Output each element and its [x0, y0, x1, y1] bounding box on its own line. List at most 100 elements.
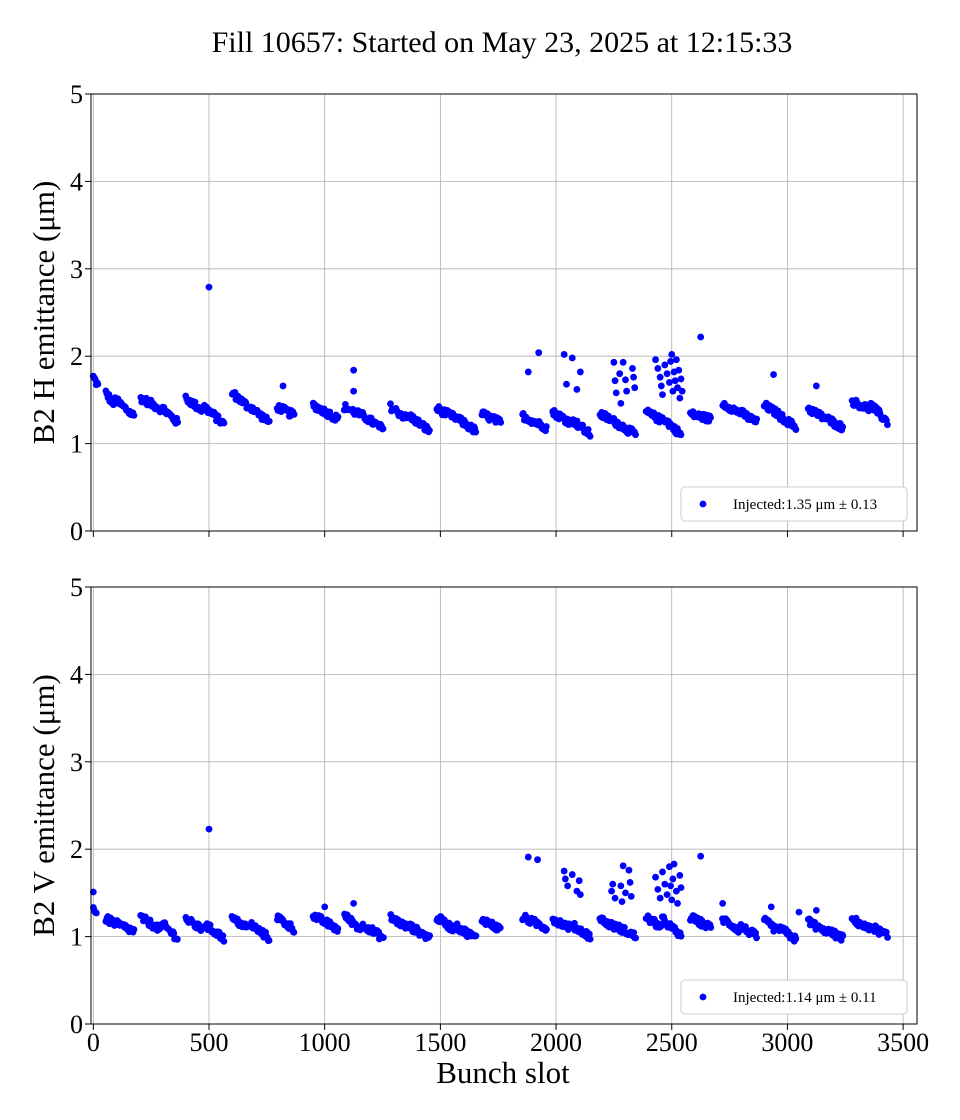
outlier-point: [575, 877, 583, 885]
outlier-point: [626, 879, 634, 886]
data-point: [206, 921, 214, 929]
outlier-point: [659, 391, 666, 399]
data-point: [584, 426, 592, 433]
data-point: [426, 932, 434, 940]
data-point: [94, 380, 102, 388]
outlier-point: [616, 370, 624, 378]
outlier-point: [627, 892, 635, 900]
outlier-point: [568, 871, 576, 878]
x-tick-label: 3500: [877, 1028, 929, 1057]
outlier-point: [678, 387, 686, 395]
data-point: [334, 925, 342, 932]
outlier-point: [629, 365, 636, 372]
axes-frame: [90, 93, 918, 532]
outlier-point: [279, 382, 287, 390]
y-axis-label: B2 V emittance (μm): [26, 674, 61, 937]
data-point: [173, 935, 181, 943]
data-point: [191, 398, 199, 406]
y-tick-label: 1: [70, 430, 83, 459]
data-point: [830, 417, 837, 425]
outlier-point: [697, 852, 705, 860]
data-point: [472, 428, 480, 436]
outlier-point: [350, 387, 358, 395]
x-tick-label: 1500: [414, 1028, 466, 1057]
y-tick-label: 3: [70, 255, 83, 284]
data-point: [630, 929, 638, 937]
outlier-point: [659, 868, 666, 876]
panel-v-emittance: 0 500 1000 1500 2000 2500 3000 3500 0 1 2 3 4 5 B2 V e…: [26, 573, 929, 1057]
outlier-point: [611, 894, 619, 902]
outlier-point: [524, 368, 532, 376]
outlier-point: [677, 375, 685, 383]
data-point: [707, 924, 715, 931]
outlier-point: [676, 394, 684, 402]
data-point: [573, 417, 581, 425]
outlier-point: [625, 866, 633, 874]
outlier-point: [560, 867, 568, 875]
outlier-point: [767, 903, 775, 911]
outlier-point: [672, 887, 680, 895]
outlier-point: [656, 373, 664, 381]
legend-marker: [699, 500, 707, 508]
outlier-point: [630, 373, 637, 381]
x-tick-label: 3000: [761, 1028, 813, 1057]
outlier-point: [524, 853, 532, 861]
outlier-point: [666, 379, 673, 386]
data-point: [130, 926, 138, 933]
data-point: [265, 417, 273, 425]
outlier-point: [617, 399, 625, 407]
outlier-point: [795, 908, 803, 916]
outlier-point: [677, 884, 685, 892]
y-tick-label: 2: [70, 342, 83, 371]
x-axis-label: Bunch slot: [436, 1055, 570, 1090]
data-point: [543, 926, 550, 933]
data-point: [290, 410, 298, 418]
data-point: [290, 929, 298, 936]
y-tick-label: 4: [70, 167, 83, 196]
outlier-point: [561, 875, 569, 883]
data-point: [571, 919, 578, 927]
data-point: [621, 923, 628, 931]
data-point: [379, 425, 387, 433]
data-point: [586, 935, 594, 943]
outlier-point: [205, 825, 213, 833]
outlier-point: [534, 856, 541, 864]
outlier-point: [610, 358, 618, 366]
outlier-point: [608, 887, 615, 895]
x-tick-label: 1000: [299, 1028, 351, 1057]
outlier-point: [652, 356, 659, 364]
y-axis-label: B2 H emittance (μm): [26, 181, 61, 445]
outlier-point: [564, 882, 572, 890]
outlier-point: [631, 384, 639, 392]
outlier-point: [697, 333, 705, 341]
figure-title: Fill 10657: Started on May 23, 2025 at 1…: [212, 26, 793, 59]
outlier-point: [663, 370, 671, 378]
outlier-point: [670, 860, 678, 868]
outlier-point: [672, 356, 680, 364]
data-point: [170, 929, 178, 937]
data-point: [542, 423, 550, 430]
data-point: [792, 935, 800, 943]
data-point: [586, 432, 594, 440]
legend-label: Injected:1.14 μm ± 0.11: [733, 990, 877, 1006]
outlier-point: [350, 899, 358, 907]
data-point: [839, 932, 847, 940]
outlier-point: [668, 351, 676, 358]
outlier-point: [563, 380, 570, 388]
data-point: [677, 932, 685, 940]
outlier-point: [719, 899, 727, 907]
y-tick-label: 2: [70, 835, 83, 864]
data-point: [497, 419, 505, 426]
legend-box: [680, 979, 908, 1015]
outlier-point: [770, 371, 777, 378]
y-tick-label: 5: [70, 573, 83, 602]
outlier-point: [676, 872, 684, 879]
x-tick-label: 500: [190, 1028, 229, 1057]
data-point: [753, 415, 761, 423]
data-point: [677, 431, 685, 439]
outlier-point: [89, 888, 97, 896]
outlier-point: [675, 366, 683, 374]
outlier-point: [661, 880, 669, 888]
y-tick-label: 3: [70, 748, 83, 777]
outlier-point: [622, 376, 629, 384]
